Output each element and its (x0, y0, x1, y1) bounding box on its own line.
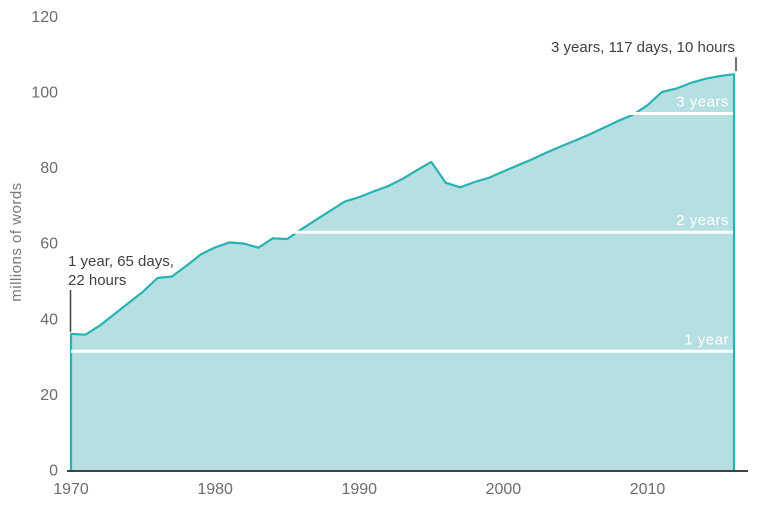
reference-line-label-2: 2 years (676, 212, 729, 229)
y-tick-label: 100 (31, 85, 58, 102)
y-tick-label: 120 (31, 9, 58, 26)
annotation-text-2: 3 years, 117 days, 10 hours (551, 39, 735, 56)
x-tick-label: 2010 (630, 481, 666, 498)
y-tick-label: 0 (49, 463, 58, 480)
annotation-text-1: 1 year, 65 days, (68, 253, 174, 270)
reference-line-label-3: 3 years (676, 94, 729, 111)
annotation-text-1: 22 hours (68, 272, 126, 289)
y-axis-title: millions of words (8, 182, 25, 301)
reference-line-label-1: 1 year (684, 331, 729, 348)
x-tick-label: 2000 (486, 481, 522, 498)
y-tick-label: 40 (40, 311, 58, 328)
x-tick-label: 1970 (53, 481, 89, 498)
x-tick-label: 1990 (341, 481, 377, 498)
y-tick-label: 20 (40, 387, 58, 404)
y-tick-label: 60 (40, 236, 58, 253)
y-tick-label: 80 (40, 160, 58, 177)
x-tick-label: 1980 (197, 481, 233, 498)
area-fill (71, 74, 734, 470)
